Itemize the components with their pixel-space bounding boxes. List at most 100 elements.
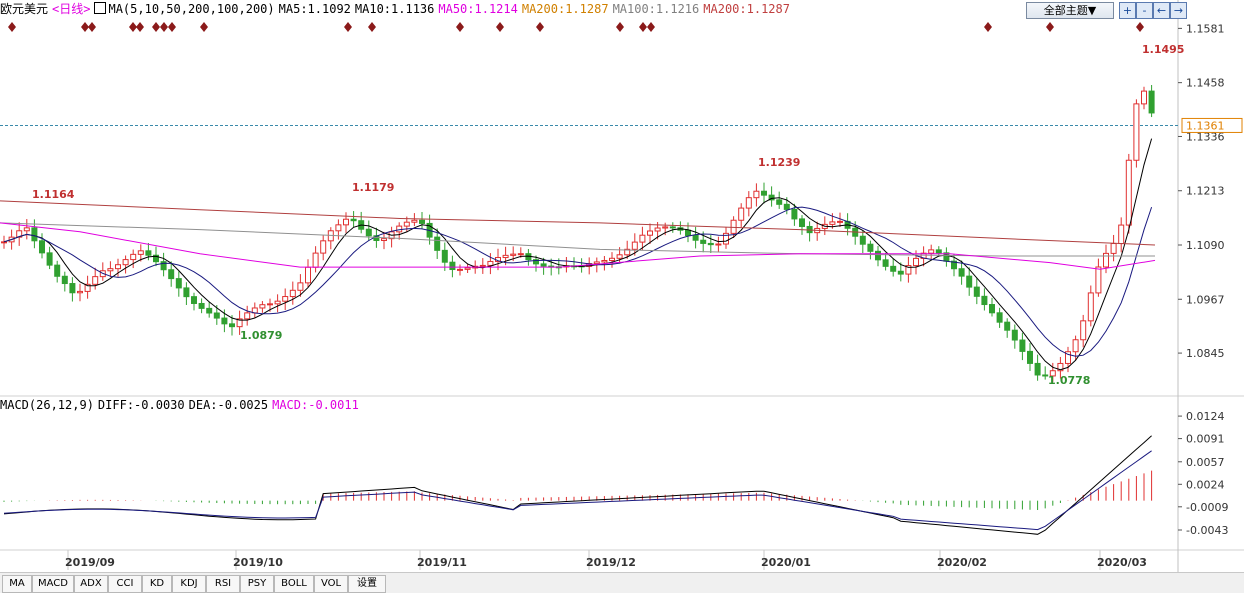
candle-body <box>1011 329 1018 341</box>
tab-boll[interactable]: BOLL <box>274 575 314 593</box>
candle-body <box>753 190 760 199</box>
tab-kdj[interactable]: KDJ <box>172 575 206 593</box>
theme-dropdown-button[interactable]: 全部主题▼ <box>1026 2 1114 19</box>
event-marker-icon <box>496 22 504 32</box>
price-annotation: 1.0778 <box>1048 374 1090 387</box>
zoom-out-button[interactable]: - <box>1136 2 1153 19</box>
candle-body <box>449 261 456 271</box>
candle-body <box>715 243 722 246</box>
tab-vol[interactable]: VOL <box>314 575 348 593</box>
candle-body <box>69 283 76 294</box>
candle-body <box>867 243 874 252</box>
macd-dea-line <box>3 450 1152 531</box>
candle-body <box>335 224 342 232</box>
x-tick-label: 2019/12 <box>586 556 636 569</box>
candle-body <box>791 208 798 220</box>
candle-body <box>84 283 91 292</box>
candle-body <box>1072 339 1079 353</box>
candle-body <box>639 234 646 243</box>
candle-body <box>989 304 995 314</box>
candle-body <box>1087 292 1094 322</box>
candle-body <box>183 287 190 298</box>
candle-body <box>996 312 1003 323</box>
candle-body <box>654 227 661 232</box>
candle-body <box>935 249 942 254</box>
candle-body <box>700 239 707 244</box>
tab-macd[interactable]: MACD <box>32 575 74 593</box>
event-marker-icon <box>1136 22 1144 32</box>
macd-tick-label: 0.0024 <box>1186 478 1225 491</box>
macd-tick-label: -0.0009 <box>1186 501 1228 514</box>
price-tick-label: 1.1458 <box>1186 77 1225 90</box>
period-label[interactable]: <日线> <box>52 2 91 16</box>
tab-cci[interactable]: CCI <box>108 575 142 593</box>
candle-body <box>882 259 889 267</box>
candle-body <box>175 278 182 289</box>
candle-body <box>206 307 213 314</box>
event-marker-icon <box>136 22 144 32</box>
zoom-in-button[interactable]: + <box>1119 2 1136 19</box>
candle-body <box>905 265 912 275</box>
ma100-value: MA100:1.1216 <box>612 2 700 16</box>
tab-adx[interactable]: ADX <box>74 575 108 593</box>
candle-body <box>502 254 509 259</box>
ma200-value-a: MA200:1.1287 <box>521 2 609 16</box>
candle-body <box>829 221 836 225</box>
candle-body <box>1004 321 1011 331</box>
price-tick-label: 1.1581 <box>1186 22 1225 35</box>
macd-header: MACD(26,12,9) DIFF:-0.0030 DEA:-0.0025 MACD… <box>0 397 363 413</box>
scroll-right-button[interactable]: → <box>1170 2 1187 19</box>
candle-body <box>973 286 980 297</box>
candle-body <box>517 253 524 256</box>
ma100-line <box>0 222 1155 257</box>
candle-body <box>669 226 676 229</box>
candle-body <box>707 242 714 246</box>
candle-body <box>365 228 372 237</box>
tab-psy[interactable]: PSY <box>240 575 274 593</box>
event-marker-icon <box>81 22 89 32</box>
candle-body <box>601 259 608 263</box>
tab-rsi[interactable]: RSI <box>206 575 240 593</box>
candle-body <box>928 249 935 254</box>
candle-body <box>745 197 752 209</box>
candle-body <box>441 249 448 263</box>
price-tick-label: 1.0845 <box>1186 347 1225 360</box>
event-marker-icon <box>160 22 168 32</box>
candle-body <box>479 264 486 267</box>
candle-body <box>1065 351 1071 364</box>
price-annotation: 1.1495 <box>1142 43 1184 56</box>
event-marker-icon <box>647 22 655 32</box>
x-tick-label: 2019/10 <box>233 556 283 569</box>
candle-body <box>160 261 167 271</box>
candle-body <box>951 260 957 270</box>
event-marker-icon <box>456 22 464 32</box>
candle-body <box>168 269 175 280</box>
candle-body <box>1049 370 1056 377</box>
current-price-box <box>1181 117 1243 133</box>
event-marker-icon <box>168 22 176 32</box>
candle-body <box>859 235 866 245</box>
tab-settings[interactable]: 设置 <box>348 575 386 593</box>
tab-kd[interactable]: KD <box>142 575 172 593</box>
candle-body <box>738 207 745 221</box>
symbol-label[interactable]: 欧元美元 <box>0 2 49 16</box>
x-tick-label: 2020/02 <box>937 556 987 569</box>
candle-body <box>282 296 289 302</box>
candle-body <box>343 218 349 226</box>
price-annotation: 1.1179 <box>352 181 394 194</box>
candle-body <box>61 275 68 285</box>
price-tick-label: 1.1336 <box>1186 130 1225 143</box>
candle-body <box>799 218 805 227</box>
ma-checkbox-icon[interactable] <box>94 2 107 14</box>
scroll-left-button[interactable]: ← <box>1153 2 1170 19</box>
candle-body <box>92 276 99 285</box>
candle-body <box>487 260 494 266</box>
event-marker-icon <box>639 22 647 32</box>
candle-body <box>631 241 638 250</box>
candle-body <box>890 265 897 272</box>
tab-ma[interactable]: MA <box>2 575 32 593</box>
candle-body <box>875 250 881 261</box>
candle-body <box>457 268 463 271</box>
candle-body <box>305 266 311 284</box>
